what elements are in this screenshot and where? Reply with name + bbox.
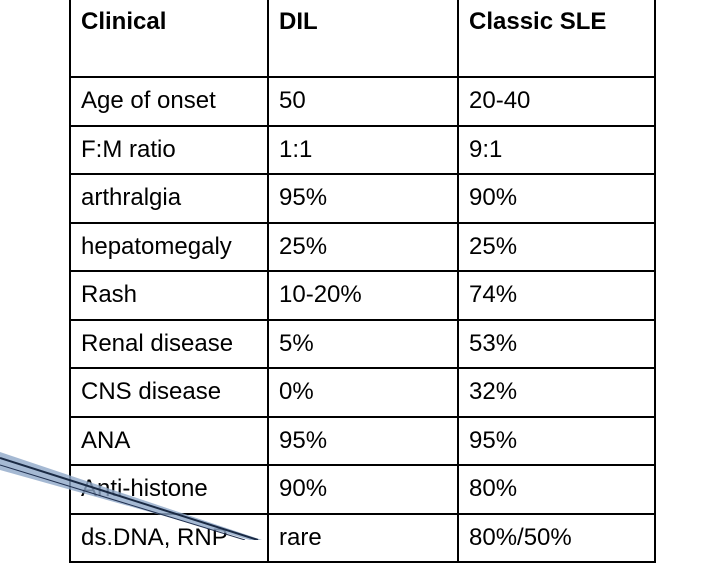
table-cell: 80% xyxy=(457,464,656,515)
table-cell: 0% xyxy=(267,367,459,418)
table-cell: ds.DNA, RNP xyxy=(69,512,269,563)
table-cell: 95% xyxy=(267,173,459,224)
table-cell: 90% xyxy=(457,173,656,224)
table-header: Clinical DIL Classic SLE xyxy=(69,0,656,78)
table-cell: F:M ratio xyxy=(69,124,269,175)
table-cell: CNS disease xyxy=(69,367,269,418)
table-cell: 74% xyxy=(457,270,656,321)
table-cell: Age of onset xyxy=(69,76,269,127)
table-cell: arthralgia xyxy=(69,173,269,224)
table-row: Renal disease 5% 53% xyxy=(69,318,656,369)
table-cell: Rash xyxy=(69,270,269,321)
table-body: Age of onset 50 20-40 F:M ratio 1:1 9:1 arthra… xyxy=(69,76,656,563)
comparison-table: Clinical DIL Classic SLE Age of onset 50 20-… xyxy=(69,0,656,563)
table-row: CNS disease 0% 32% xyxy=(69,367,656,418)
header-row: Clinical DIL Classic SLE xyxy=(69,0,656,78)
table-cell: 95% xyxy=(267,415,459,466)
table-row: arthralgia 95% 90% xyxy=(69,173,656,224)
table-cell: ANA xyxy=(69,415,269,466)
table-cell: 50 xyxy=(267,76,459,127)
table-cell: Anti-histone xyxy=(69,464,269,515)
table-cell: 10-20% xyxy=(267,270,459,321)
table-cell: 25% xyxy=(457,221,656,272)
table-cell: 9:1 xyxy=(457,124,656,175)
table-row: Age of onset 50 20-40 xyxy=(69,76,656,127)
table-cell: 32% xyxy=(457,367,656,418)
header-cell: Classic SLE xyxy=(457,0,656,78)
table-cell: 20-40 xyxy=(457,76,656,127)
header-cell: Clinical xyxy=(69,0,269,78)
table-row: ANA 95% 95% xyxy=(69,415,656,466)
table-cell: 90% xyxy=(267,464,459,515)
table-cell: 1:1 xyxy=(267,124,459,175)
table-cell: 95% xyxy=(457,415,656,466)
table-cell: 80%/50% xyxy=(457,512,656,563)
table-cell: hepatomegaly xyxy=(69,221,269,272)
table-cell: rare xyxy=(267,512,459,563)
table-row: hepatomegaly 25% 25% xyxy=(69,221,656,272)
page: Clinical DIL Classic SLE Age of onset 50 20-… xyxy=(0,0,656,563)
table-cell: 25% xyxy=(267,221,459,272)
table-row: Anti-histone 90% 80% xyxy=(69,464,656,515)
table-row: F:M ratio 1:1 9:1 xyxy=(69,124,656,175)
table-cell: 5% xyxy=(267,318,459,369)
table-cell: Renal disease xyxy=(69,318,269,369)
table-row: ds.DNA, RNP rare 80%/50% xyxy=(69,512,656,563)
header-cell: DIL xyxy=(267,0,459,78)
table-cell: 53% xyxy=(457,318,656,369)
table-row: Rash 10-20% 74% xyxy=(69,270,656,321)
